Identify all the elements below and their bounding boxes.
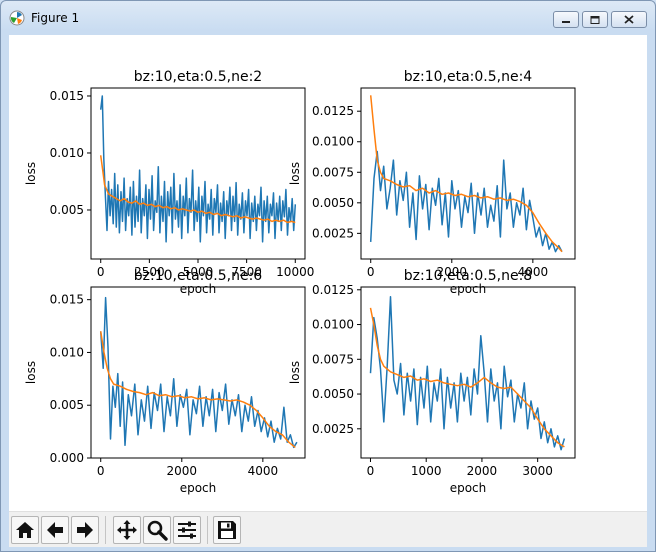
- configure-subplots-button[interactable]: [173, 516, 201, 544]
- close-button[interactable]: [611, 11, 647, 28]
- series-1-line: [99, 296, 298, 449]
- y-tick-label: 0.0125: [312, 104, 354, 118]
- subplot-title: bz:10,eta:0.5,ne:6: [134, 268, 263, 284]
- series-1-line: [369, 295, 566, 451]
- subplot-3: 0 2000 4000 0.000 0.005 0.010 0.015 bz:10,eta:0…: [24, 268, 306, 495]
- x-tick-label: 2500: [134, 265, 165, 279]
- y-tick-label: 0.0100: [312, 135, 354, 149]
- x-tick-label: 10000: [276, 265, 314, 279]
- save-icon: [218, 521, 236, 539]
- subplot-title: bz:10,eta:0.5,ne:8: [404, 268, 532, 284]
- maximize-button[interactable]: [582, 11, 608, 28]
- x-tick-label: 5000: [183, 265, 214, 279]
- back-arrow-icon: [47, 522, 63, 538]
- configure-subplots-icon: [178, 521, 196, 539]
- y-tick-label: 0.0025: [312, 226, 354, 240]
- home-icon: [16, 522, 34, 538]
- subplot-2: 0 2000 4000 0.0025 0.0050 0.0075 0.0100 0.0125 b…: [288, 69, 576, 296]
- zoom-icon: [147, 520, 168, 541]
- x-tick-label: 2000: [467, 464, 498, 478]
- x-tick-label: 0: [97, 464, 105, 478]
- pan-icon: [117, 520, 137, 540]
- x-tick-label: 0: [367, 265, 375, 279]
- subplot-1: 0 2500 5000 7500 10000 0.005 0.010 0.015 bz:10,e…: [24, 69, 314, 296]
- x-tick-label: 0: [367, 464, 375, 478]
- save-button[interactable]: [213, 516, 241, 544]
- x-axis-label: epoch: [450, 282, 487, 296]
- title-bar[interactable]: Figure 1: [1, 1, 655, 35]
- series-2-line: [99, 331, 296, 448]
- forward-arrow-icon: [77, 522, 93, 538]
- series-1-line: [369, 150, 563, 253]
- series-2-line: [369, 307, 565, 448]
- subplot-title: bz:10,eta:0.5,ne:4: [404, 69, 533, 85]
- series-2-line: [369, 95, 563, 253]
- series-1-line: [99, 95, 297, 243]
- zoom-button[interactable]: [143, 516, 171, 544]
- x-tick-label: 7500: [231, 265, 262, 279]
- y-tick-label: 0.0075: [312, 352, 354, 366]
- x-tick-label: 1000: [411, 464, 442, 478]
- x-axis-label: epoch: [180, 282, 217, 296]
- x-tick-label: 2000: [167, 464, 198, 478]
- x-tick-label: 3000: [522, 464, 553, 478]
- navigation-toolbar: [9, 511, 647, 547]
- x-axis-label: epoch: [180, 481, 217, 495]
- axes-frame: [90, 87, 306, 260]
- y-axis-label: loss: [288, 361, 302, 384]
- series-2-line: [99, 155, 296, 224]
- y-axis-label: loss: [288, 162, 302, 185]
- minimize-icon: [562, 20, 570, 23]
- y-tick-label: 0.000: [50, 451, 84, 465]
- home-button[interactable]: [11, 516, 39, 544]
- toolbar-separator: [207, 516, 208, 544]
- x-tick-label: 4000: [518, 265, 549, 279]
- close-icon: [624, 15, 634, 24]
- y-tick-label: 0.0100: [312, 318, 354, 332]
- y-tick-label: 0.015: [50, 293, 84, 307]
- toolbar-separator: [105, 516, 106, 544]
- y-tick-label: 0.0025: [312, 422, 354, 436]
- axes-frame: [360, 286, 576, 459]
- y-axis-label: loss: [24, 162, 38, 185]
- subplot-4: 0 1000 2000 3000 0.0025 0.0050 0.0075 0.0100 0.0…: [288, 268, 576, 495]
- x-tick-label: 2000: [437, 265, 468, 279]
- axes-frame: [90, 286, 306, 459]
- y-tick-label: 0.0050: [312, 387, 354, 401]
- y-tick-label: 0.0050: [312, 196, 354, 210]
- y-tick-label: 0.005: [50, 398, 84, 412]
- window-title: Figure 1: [31, 11, 80, 25]
- maximize-icon: [590, 15, 600, 24]
- y-tick-label: 0.0125: [312, 283, 354, 297]
- y-tick-label: 0.0075: [312, 165, 354, 179]
- y-tick-label: 0.010: [50, 146, 84, 160]
- x-tick-label: 0: [97, 265, 105, 279]
- pan-button[interactable]: [113, 516, 141, 544]
- matplotlib-logo-icon: [9, 10, 25, 26]
- x-tick-label: 4000: [248, 464, 279, 478]
- figure-plots: 0 2500 5000 7500 100000.0050.0100.015bz:10,e…: [24, 69, 576, 495]
- x-axis-label: epoch: [450, 481, 487, 495]
- back-button[interactable]: [41, 516, 69, 544]
- subplot-title: bz:10,eta:0.5,ne:2: [134, 69, 262, 85]
- y-tick-label: 0.015: [50, 89, 84, 103]
- y-tick-label: 0.010: [50, 345, 84, 359]
- axes-frame: [360, 87, 576, 260]
- figure-canvas[interactable]: 0 2500 5000 7500 10000 0.005 0.010 0.015 bz:10,e…: [9, 35, 647, 511]
- forward-button[interactable]: [71, 516, 99, 544]
- y-tick-label: 0.005: [50, 203, 84, 217]
- y-axis-label: loss: [24, 361, 38, 384]
- minimize-button[interactable]: [553, 11, 579, 28]
